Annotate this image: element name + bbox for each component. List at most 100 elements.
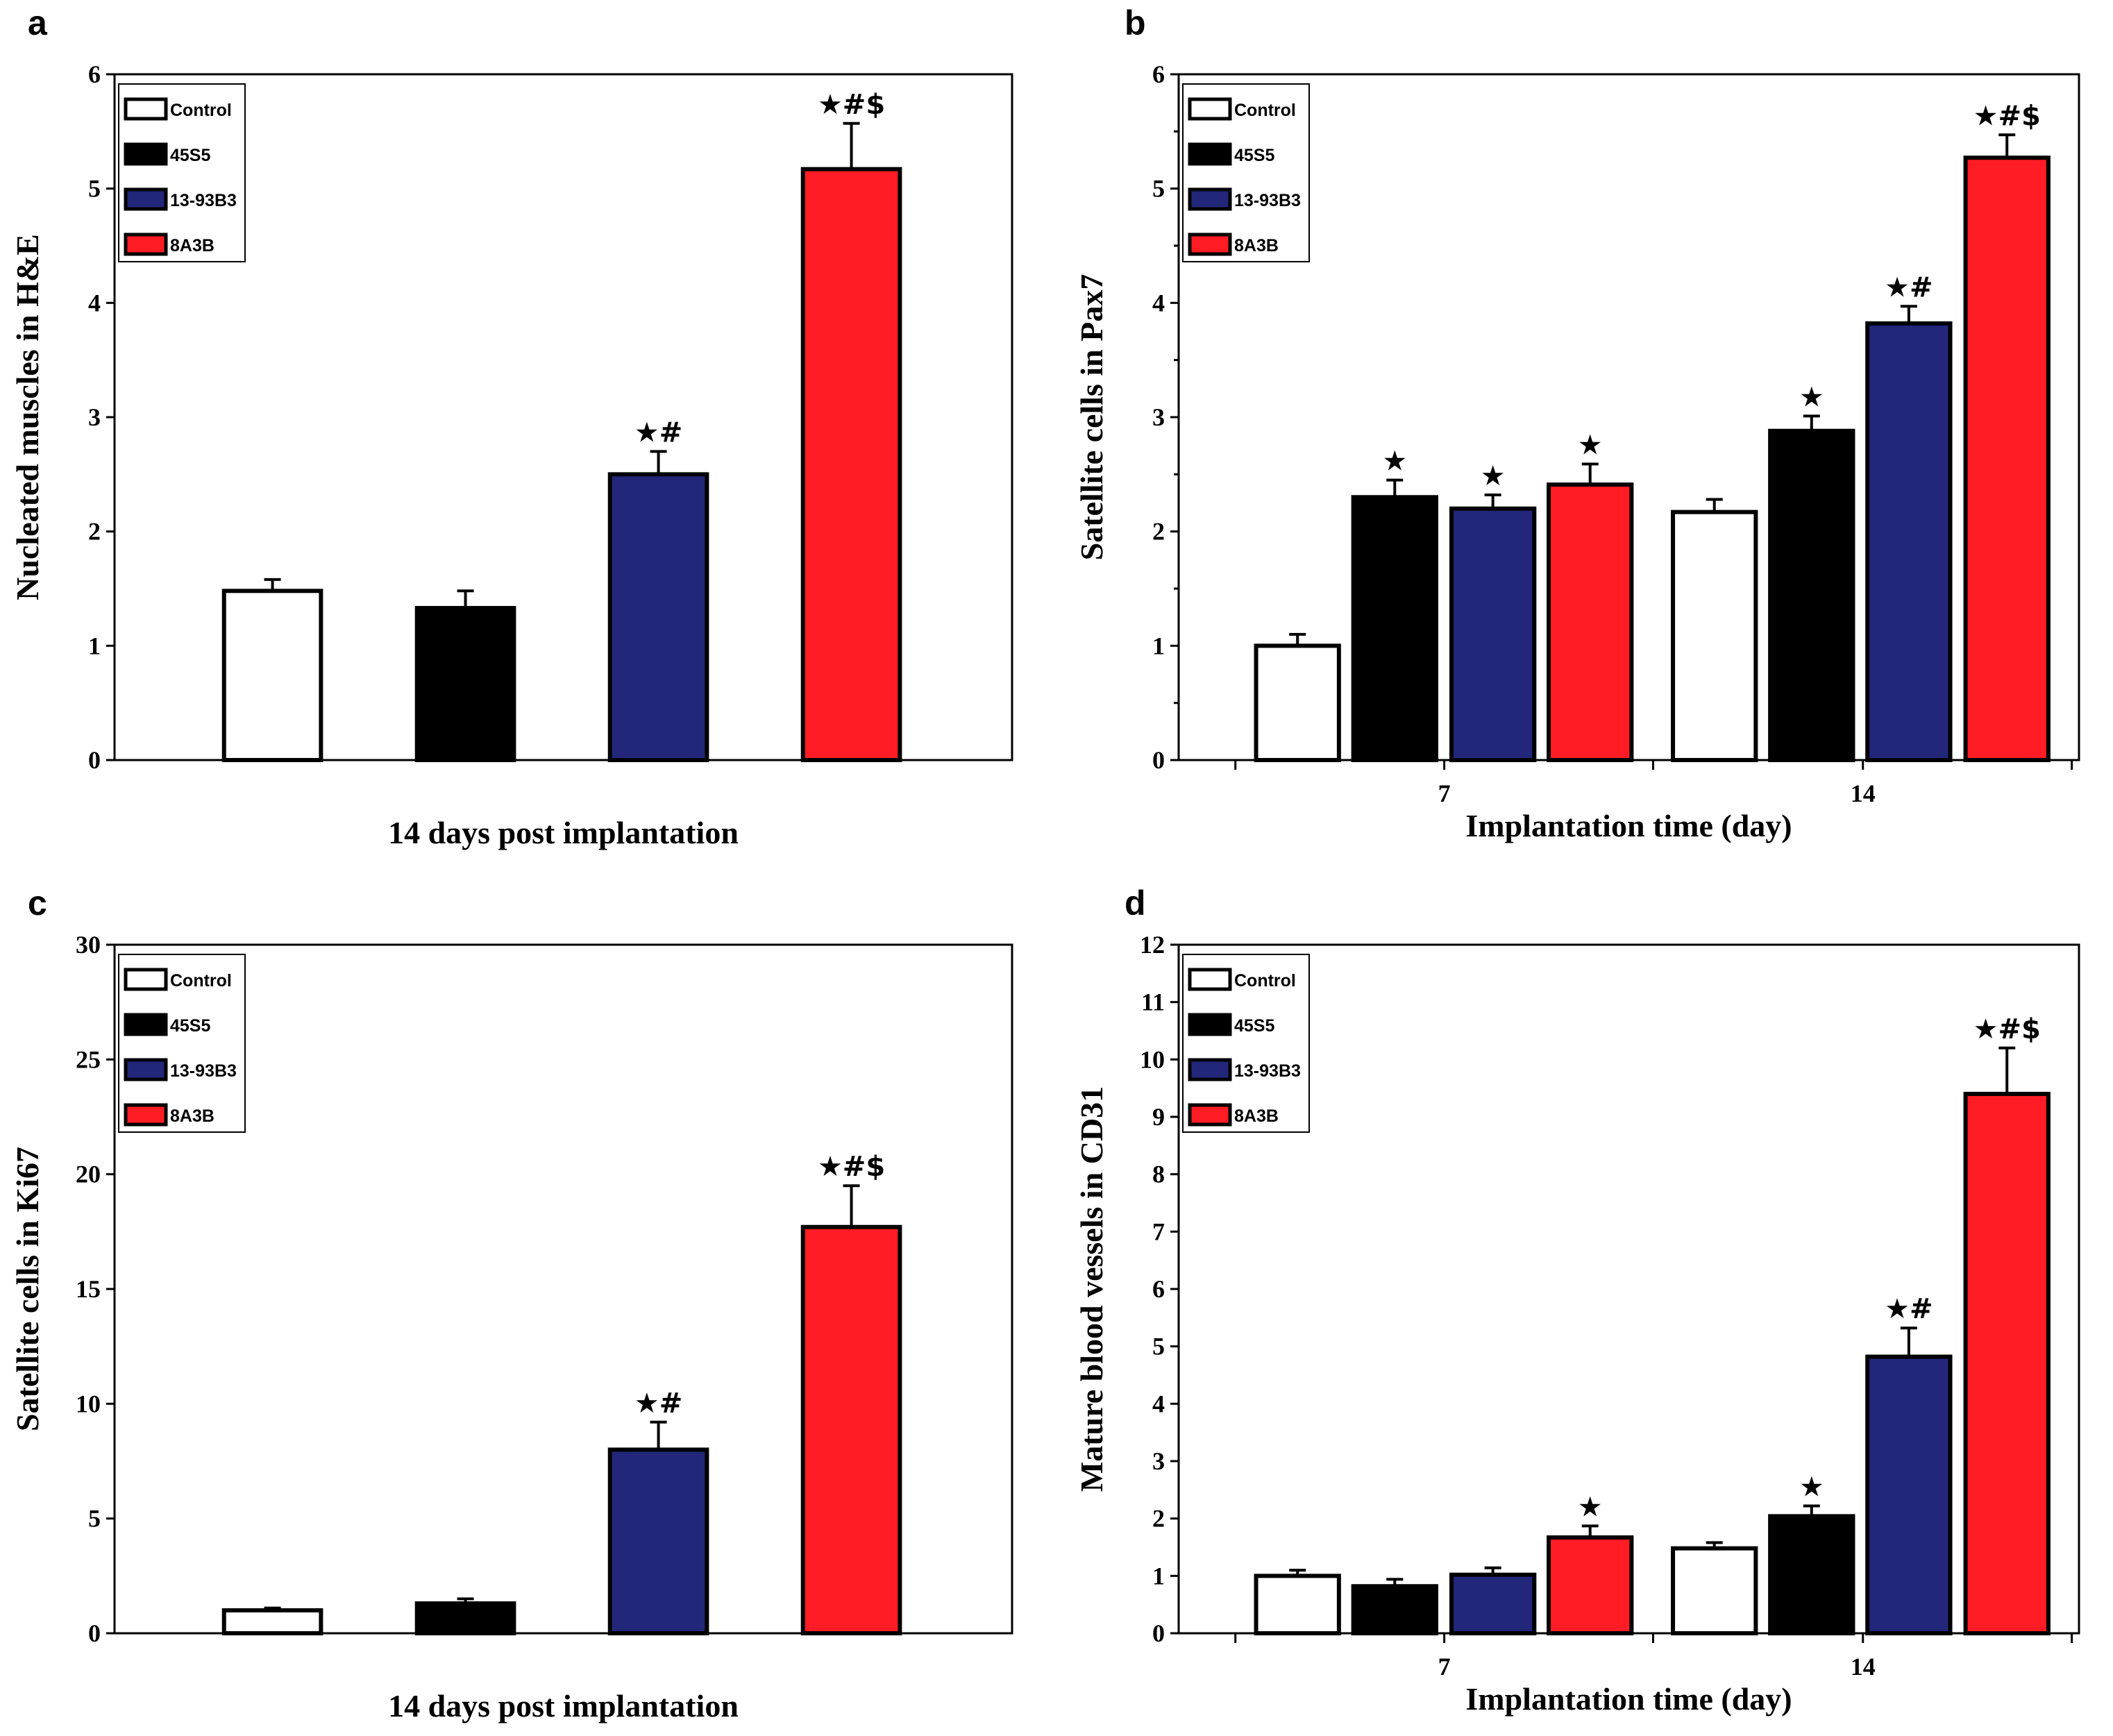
panel-letter: b <box>1125 3 1146 42</box>
legend-label: 45S5 <box>170 146 210 165</box>
y-tick-label: 15 <box>76 1275 101 1303</box>
legend-swatch <box>124 187 168 211</box>
legend-swatch <box>124 1013 168 1036</box>
y-tick-label: 5 <box>1152 175 1165 203</box>
legend: Control 45S5 13-93B3 8A3B <box>1182 954 1310 1133</box>
y-tick-label: 11 <box>1141 988 1165 1016</box>
significance-label: ★#$ <box>1973 100 2041 132</box>
y-tick-label: 2 <box>1152 518 1165 546</box>
significance-label: ★ <box>1382 446 1407 478</box>
bar-Control <box>1254 1574 1341 1635</box>
y-tick-label: 5 <box>88 175 101 203</box>
bar-13-93B3 <box>607 1447 709 1635</box>
legend-label: 45S5 <box>1234 146 1274 165</box>
bar-8A3B <box>1547 482 1634 762</box>
y-tick-label: 10 <box>1140 1045 1165 1073</box>
legend-swatch <box>124 142 168 166</box>
bar-Control <box>1671 509 1758 762</box>
bar-8A3B <box>1963 1091 2051 1635</box>
bar-45S5 <box>414 605 516 763</box>
y-axis-label: Mature blood vessels in CD31 <box>1074 1086 1109 1492</box>
significance-label: ★# <box>1885 1293 1933 1325</box>
bar-45S5 <box>1351 495 1438 762</box>
y-tick-label: 12 <box>1140 931 1165 959</box>
y-tick-label: 2 <box>1152 1505 1165 1533</box>
bar-13-93B3 <box>1449 1572 1537 1635</box>
bar-8A3B <box>1547 1535 1634 1636</box>
y-tick-label: 10 <box>76 1390 101 1417</box>
bar-Control <box>221 1608 323 1636</box>
y-tick-label: 1 <box>1152 632 1165 659</box>
y-tick-label: 6 <box>1152 1275 1165 1303</box>
panel-a: a 0 1 2 3 4 5 6 Nucleated muscles in H&E 14 days … <box>10 3 1013 850</box>
bar-13-93B3 <box>1449 506 1537 762</box>
y-tick-label: 0 <box>1152 1619 1165 1647</box>
y-tick-label: 1 <box>88 632 101 659</box>
y-axis-label: Satellite cells in Pax7 <box>1074 274 1109 561</box>
significance-label: ★ <box>1799 1471 1824 1503</box>
legend-swatch <box>1188 1103 1232 1127</box>
y-tick-label: 1 <box>1152 1562 1165 1590</box>
x-axis-label: Implantation time (day) <box>1465 808 1792 843</box>
y-tick-label: 2 <box>88 518 101 546</box>
y-tick-label: 6 <box>88 60 101 88</box>
legend-swatch <box>124 233 168 256</box>
legend-label: Control <box>1234 971 1296 991</box>
legend: Control 45S5 13-93B3 8A3B <box>118 954 246 1133</box>
significance-label: ★#$ <box>818 1151 885 1183</box>
legend-label: 45S5 <box>170 1016 210 1036</box>
x-tick-label: 14 <box>1851 1653 1876 1680</box>
y-tick-label: 25 <box>76 1045 101 1073</box>
bar-8A3B <box>800 1224 902 1635</box>
legend-label: 13-93B3 <box>170 1061 237 1081</box>
significance-label: ★ <box>1578 430 1603 462</box>
y-tick-label: 5 <box>1152 1333 1165 1360</box>
panel-letter: c <box>28 884 47 922</box>
legend-label: Control <box>1234 101 1296 120</box>
bar-Control <box>221 589 323 762</box>
y-tick-label: 0 <box>88 746 101 774</box>
bar-Control <box>1671 1546 1758 1635</box>
significance-label: ★#$ <box>1973 1013 2041 1045</box>
legend-label: 8A3B <box>1234 1106 1279 1126</box>
legend: Control 45S5 13-93B3 8A3B <box>118 83 246 262</box>
legend-swatch <box>124 1058 168 1081</box>
significance-label: ★# <box>1885 271 1933 303</box>
legend-swatch <box>1188 968 1232 991</box>
significance-label: ★#$ <box>818 89 885 121</box>
legend-label: 8A3B <box>1234 236 1279 255</box>
y-tick-label: 7 <box>1152 1217 1165 1245</box>
legend-swatch <box>1188 1013 1232 1036</box>
y-tick-label: 20 <box>76 1161 101 1188</box>
y-tick-label: 4 <box>1152 1390 1165 1417</box>
legend-label: Control <box>170 971 232 991</box>
legend-label: 13-93B3 <box>1234 1061 1301 1081</box>
legend-swatch <box>1188 142 1232 166</box>
legend-swatch <box>1188 233 1232 256</box>
legend-swatch <box>124 1103 168 1127</box>
significance-label: ★# <box>634 1388 682 1419</box>
legend: Control 45S5 13-93B3 8A3B <box>1182 83 1310 262</box>
bar-45S5 <box>1351 1584 1438 1636</box>
y-tick-label: 4 <box>1152 289 1165 317</box>
y-tick-label: 0 <box>88 1619 101 1647</box>
legend-swatch <box>124 97 168 121</box>
bar-45S5 <box>1768 1514 1855 1636</box>
y-tick-label: 9 <box>1152 1103 1165 1131</box>
panel-letter: a <box>28 3 48 42</box>
legend-label: 13-93B3 <box>170 191 237 210</box>
x-tick-label: 7 <box>1438 1653 1451 1680</box>
y-tick-label: 5 <box>88 1505 101 1533</box>
legend-label: Control <box>170 101 232 120</box>
panel-b: b 0 1 2 3 4 5 6 Satellite cells in Pax7 7 14 Implan… <box>1074 3 2080 843</box>
legend-label: 8A3B <box>170 1106 214 1126</box>
legend-swatch <box>1188 1058 1232 1081</box>
significance-label: ★ <box>1578 1491 1603 1523</box>
bar-Control <box>1254 643 1341 762</box>
x-tick-label: 14 <box>1851 779 1876 807</box>
y-tick-label: 3 <box>1152 1447 1165 1475</box>
y-tick-label: 8 <box>1152 1161 1165 1188</box>
y-tick-label: 4 <box>88 289 101 317</box>
